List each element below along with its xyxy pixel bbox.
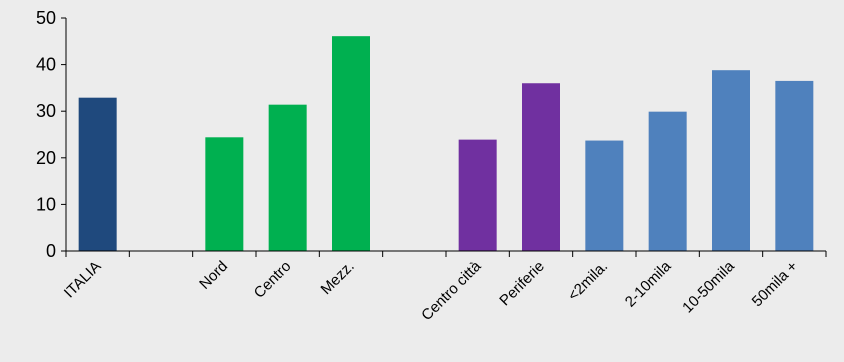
y-tick-label: 30	[36, 101, 56, 121]
bar-50mila	[775, 80, 814, 251]
bar-periferie	[522, 83, 560, 252]
bar-2-10mila	[648, 111, 687, 251]
y-tick-label: 20	[36, 148, 56, 168]
bar-italia	[78, 97, 117, 251]
y-axis: 0 10 20 30 40 50	[36, 8, 67, 261]
y-tick-label: 50	[36, 8, 56, 28]
bar-centro-citt	[458, 139, 497, 251]
bar-mezz	[332, 36, 370, 252]
y-tick-label: 40	[36, 55, 56, 75]
bar-2mila	[585, 140, 624, 251]
bar-centro	[268, 104, 307, 252]
bar-10-50mila	[712, 70, 750, 251]
y-tick-label: 0	[46, 241, 56, 261]
bars-group	[78, 36, 814, 252]
bar-nord	[205, 137, 244, 251]
y-tick-label: 10	[36, 194, 56, 214]
